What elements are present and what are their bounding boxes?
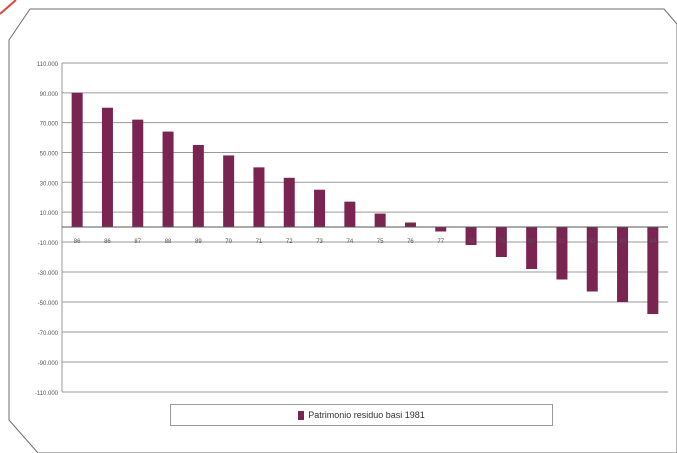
bar bbox=[283, 177, 295, 227]
y-tick-label: 90.000 bbox=[40, 92, 59, 98]
grid-lines bbox=[61, 62, 668, 393]
x-tick-label: 86 bbox=[104, 239, 111, 245]
bar bbox=[617, 227, 629, 302]
bar bbox=[374, 213, 386, 227]
bar bbox=[314, 189, 326, 227]
legend: Patrimonio residuo basi 1981 bbox=[170, 404, 553, 426]
bar bbox=[647, 227, 659, 314]
x-tick-label: 82 bbox=[589, 239, 596, 245]
bar bbox=[192, 145, 204, 227]
y-tick-label: 110.000 bbox=[37, 62, 59, 68]
bar bbox=[223, 155, 235, 227]
x-tick-label: 78 bbox=[468, 239, 475, 245]
bar bbox=[101, 107, 113, 227]
x-tick-label: 71 bbox=[256, 239, 263, 245]
y-tick-label: -70.000 bbox=[38, 331, 59, 337]
x-tick-label: 75 bbox=[377, 239, 384, 245]
x-tick-label: 88 bbox=[165, 239, 172, 245]
x-tick-label: 77 bbox=[437, 239, 444, 245]
bar bbox=[526, 227, 538, 269]
corner-accent bbox=[0, 0, 17, 15]
x-tick-label: 79 bbox=[498, 239, 505, 245]
x-tick-label: 72 bbox=[286, 239, 293, 245]
x-tick-label: 74 bbox=[347, 239, 354, 245]
y-tick-label: -110.000 bbox=[35, 391, 59, 397]
bar bbox=[162, 131, 174, 227]
y-tick-label: 70.000 bbox=[40, 122, 59, 128]
x-tick-label: 76 bbox=[407, 239, 414, 245]
x-tick-label: 73 bbox=[316, 239, 323, 245]
x-tick-label: 89 bbox=[195, 239, 202, 245]
frame-border bbox=[8, 8, 677, 453]
legend-swatch bbox=[298, 410, 305, 420]
bar bbox=[495, 227, 507, 257]
x-tick-label: 81 bbox=[559, 239, 566, 245]
bar bbox=[132, 119, 144, 227]
bar bbox=[344, 201, 356, 227]
x-tick-label: 87 bbox=[134, 239, 141, 245]
legend-label: Patrimonio residuo basi 1981 bbox=[308, 410, 425, 420]
y-tick-label: -90.000 bbox=[38, 361, 59, 367]
bar bbox=[586, 227, 598, 292]
y-tick-label: -30.000 bbox=[38, 271, 59, 277]
bar bbox=[404, 222, 416, 227]
bar bbox=[435, 227, 447, 232]
x-tick-label: 84 bbox=[650, 239, 657, 245]
y-tick-label: -10.000 bbox=[38, 241, 59, 247]
bar bbox=[465, 227, 477, 245]
x-tick-label: 80 bbox=[528, 239, 535, 245]
y-tick-label: -50.000 bbox=[38, 301, 59, 307]
x-tick-label: 70 bbox=[225, 239, 232, 245]
x-tick-label: 83 bbox=[619, 239, 626, 245]
bar bbox=[71, 92, 83, 228]
x-axis-tick-labels: 86 86 87 88 89 70 71 72 73 74 75 76 77 78 79 80 81 82 83 84 bbox=[74, 239, 657, 245]
bar bbox=[253, 167, 265, 227]
x-tick-label: 86 bbox=[74, 239, 81, 245]
y-tick-label: 50.000 bbox=[40, 151, 59, 157]
y-tick-label: 10.000 bbox=[40, 211, 59, 217]
bars bbox=[71, 92, 659, 314]
y-axis-tick-labels: 110.000 90.000 70.000 50.000 30.000 10.000 -10… bbox=[35, 62, 59, 397]
y-tick-label: 30.000 bbox=[40, 181, 59, 187]
bar bbox=[556, 227, 568, 280]
